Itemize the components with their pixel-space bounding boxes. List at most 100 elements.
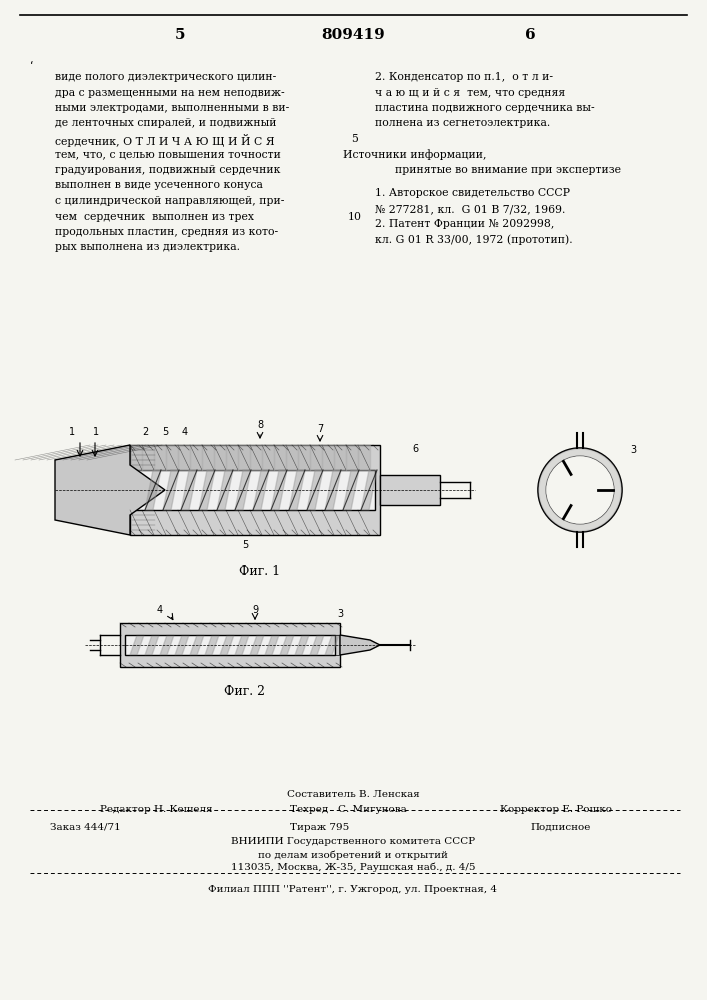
Text: Фиг. 1: Фиг. 1 [240,565,281,578]
Polygon shape [199,470,215,510]
Text: пластина подвижного сердечника вы-: пластина подвижного сердечника вы- [375,103,595,113]
Polygon shape [160,635,174,655]
Polygon shape [217,470,233,510]
Text: тем, что, с целью повышения точности: тем, что, с целью повышения точности [55,149,281,159]
Circle shape [539,449,621,531]
Polygon shape [163,470,179,510]
Text: градуирования, подвижный сердечник: градуирования, подвижный сердечник [55,165,281,175]
Text: чем  сердечник  выполнен из трех: чем сердечник выполнен из трех [55,212,254,222]
Polygon shape [202,445,214,470]
Polygon shape [130,445,142,470]
Polygon shape [295,635,309,655]
Text: 2: 2 [142,427,148,437]
Polygon shape [334,445,346,470]
Text: 1: 1 [69,427,75,437]
Text: 6: 6 [412,444,418,454]
Text: выполнен в виде усеченного конуса: выполнен в виде усеченного конуса [55,180,263,190]
Polygon shape [235,470,251,510]
Text: Тираж 795: Тираж 795 [290,823,349,832]
Text: 5: 5 [175,28,185,42]
Polygon shape [265,635,279,655]
Text: 6: 6 [525,28,535,42]
Text: 5: 5 [242,540,248,550]
Polygon shape [130,635,144,655]
Polygon shape [343,470,359,510]
Polygon shape [289,470,305,510]
Text: с цилиндрической направляющей, при-: с цилиндрической направляющей, при- [55,196,284,206]
Polygon shape [250,445,262,470]
Text: Корректор Е. Рошко: Корректор Е. Рошко [500,805,612,814]
Polygon shape [346,445,358,470]
Polygon shape [178,445,190,470]
Polygon shape [145,635,159,655]
Text: ч а ю щ и й с я  тем, что средняя: ч а ю щ и й с я тем, что средняя [375,88,566,98]
Text: 5: 5 [162,427,168,437]
Polygon shape [166,445,178,470]
Text: дра с размещенными на нем неподвиж-: дра с размещенными на нем неподвиж- [55,88,285,98]
Polygon shape [325,470,341,510]
Text: Техред   С. Мигунова: Техред С. Мигунова [290,805,407,814]
Text: по делам изобретений и открытий: по делам изобретений и открытий [258,850,448,859]
Polygon shape [274,445,286,470]
Text: 1. Авторское свидетельство СССР: 1. Авторское свидетельство СССР [375,188,570,198]
Bar [380,475,440,505]
Polygon shape [325,635,339,655]
Text: 3: 3 [630,445,636,455]
Polygon shape [340,635,380,655]
Text: ными электродами, выполненными в ви-: ными электродами, выполненными в ви- [55,103,289,113]
Circle shape [547,457,613,523]
Polygon shape [286,445,298,470]
Text: рых выполнена из диэлектрика.: рых выполнена из диэлектрика. [55,242,240,252]
Text: Редактор Н. Кешеля: Редактор Н. Кешеля [100,805,213,814]
Bar [135,470,375,510]
Bar [120,623,340,667]
Polygon shape [253,470,269,510]
Polygon shape [235,635,249,655]
Text: Заказ 444/71: Заказ 444/71 [50,823,121,832]
Text: 809419: 809419 [321,28,385,42]
Text: 4: 4 [182,427,188,437]
Polygon shape [262,445,274,470]
Text: виде полого диэлектрического цилин-: виде полого диэлектрического цилин- [55,72,276,82]
Text: Фиг. 2: Фиг. 2 [225,685,266,698]
Text: продольных пластин, средняя из кото-: продольных пластин, средняя из кото- [55,227,278,237]
Text: 3: 3 [337,609,343,619]
Polygon shape [145,470,161,510]
Text: 4: 4 [157,605,163,615]
Polygon shape [307,470,323,510]
Polygon shape [238,445,250,470]
Polygon shape [190,445,202,470]
Polygon shape [280,635,294,655]
Bar [130,445,380,535]
Polygon shape [220,635,234,655]
Text: 113035, Москва, Ж-35, Раушская наб., д. 4/5: 113035, Москва, Ж-35, Раушская наб., д. … [230,863,475,872]
Text: сердечник, О Т Л И Ч А Ю Щ И Й С Я: сердечник, О Т Л И Ч А Ю Щ И Й С Я [55,134,274,147]
Text: де ленточных спиралей, и подвижный: де ленточных спиралей, и подвижный [55,118,276,128]
Text: принятые во внимание при экспертизе: принятые во внимание при экспертизе [395,165,621,175]
Polygon shape [154,445,166,470]
Polygon shape [226,445,238,470]
Text: № 277281, кл.  G 01 B 7/32, 1969.: № 277281, кл. G 01 B 7/32, 1969. [375,204,566,214]
Text: кл. G 01 R 33/00, 1972 (прототип).: кл. G 01 R 33/00, 1972 (прототип). [375,235,573,245]
Text: Подписное: Подписное [530,823,590,832]
Polygon shape [271,470,287,510]
Polygon shape [310,445,322,470]
Polygon shape [190,635,204,655]
Text: 1: 1 [93,427,99,437]
Text: 2. Конденсатор по п.1,  о т л и-: 2. Конденсатор по п.1, о т л и- [375,72,553,82]
Polygon shape [361,470,377,510]
Polygon shape [55,445,165,535]
Text: 8: 8 [257,420,263,430]
Text: ‘: ‘ [30,60,34,70]
Text: 5: 5 [351,134,358,144]
Text: 10: 10 [348,212,362,222]
Text: 2. Патент Франции № 2092998,: 2. Патент Франции № 2092998, [375,219,554,229]
Polygon shape [142,445,154,470]
Polygon shape [214,445,226,470]
Text: 7: 7 [317,424,323,434]
Bar [125,635,335,655]
Text: 9: 9 [252,605,258,615]
Polygon shape [250,635,264,655]
Polygon shape [322,445,334,470]
Text: Филиал ППП ''Pатент'', г. Ужгород, ул. Проектная, 4: Филиал ППП ''Pатент'', г. Ужгород, ул. П… [209,885,498,894]
